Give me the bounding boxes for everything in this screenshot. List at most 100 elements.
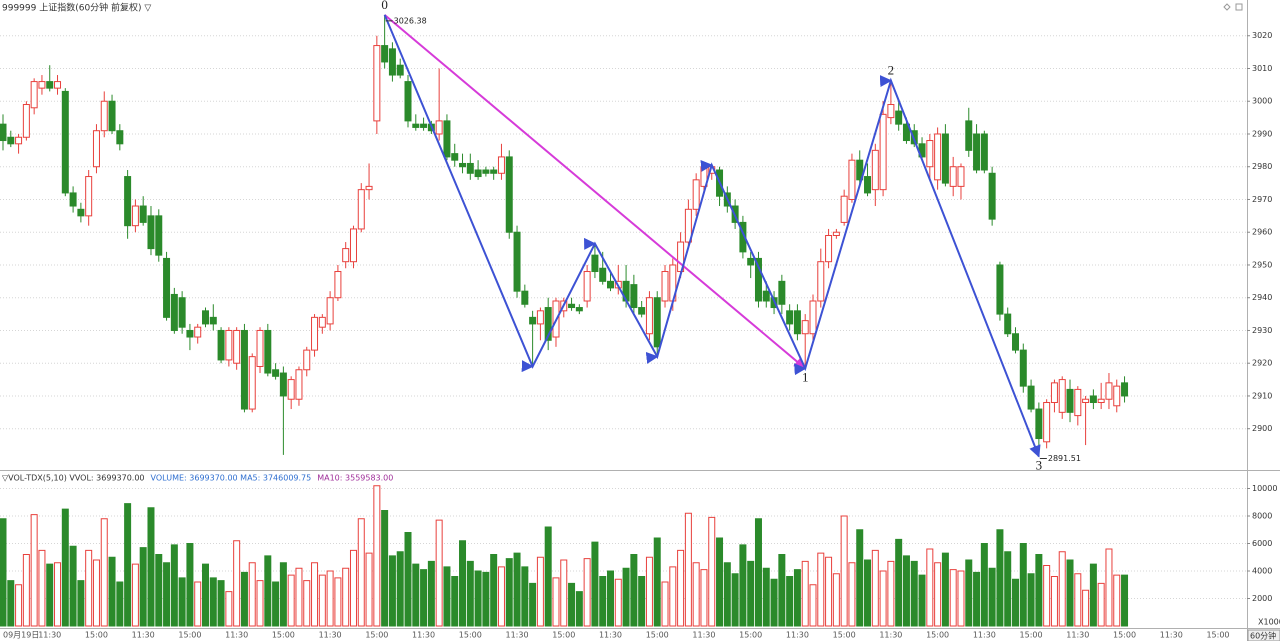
volume-bar [163, 562, 171, 627]
wave-label: 1 [802, 369, 809, 384]
volume-bar [217, 580, 225, 627]
candle-body [459, 162, 467, 168]
candle-body [747, 257, 755, 266]
candle-body [30, 81, 38, 109]
candle-body [607, 280, 614, 289]
candle-body [1043, 402, 1051, 443]
legend-entry: VOLUME: 3699370.00 MA5: 3746009.75 [151, 474, 312, 483]
volume-bar [973, 571, 981, 627]
volume-bar [825, 556, 833, 627]
candle-body [396, 64, 404, 76]
volume-bar [544, 526, 552, 627]
volume-bar [895, 538, 903, 627]
volume-bar [482, 571, 490, 627]
candle-body [778, 280, 786, 305]
candle-body [575, 307, 583, 312]
volume-bar [614, 578, 622, 627]
candle-body [404, 81, 412, 122]
volume-bar [926, 548, 934, 627]
candle-body [69, 192, 77, 207]
volume-bar [1097, 582, 1105, 627]
candle-body [451, 153, 459, 161]
volume-bar [404, 532, 412, 627]
x-tick-label: 11:30 [38, 631, 61, 640]
volume-bar [295, 567, 303, 627]
candle-body [505, 156, 513, 233]
volume-bar [505, 558, 513, 627]
volume-bar [1082, 589, 1090, 627]
legend-entry: MA10: 3559583.00 [317, 474, 393, 483]
volume-bar [388, 555, 396, 627]
volume-bar [1035, 554, 1043, 627]
volume-bar [840, 515, 848, 627]
volume-bar [918, 574, 926, 627]
candle-body [155, 215, 163, 256]
candle-body [801, 320, 809, 335]
volume-bar [443, 566, 451, 627]
volume-bar [669, 566, 677, 627]
volume-bar [560, 559, 568, 627]
candle-body [264, 329, 272, 374]
candle-body [583, 271, 591, 302]
volume-bar [692, 562, 700, 627]
y-tick-label: 2990 [1252, 129, 1272, 138]
x-tick-label: 15:00 [85, 631, 108, 640]
volume-bar [1019, 543, 1027, 627]
volume-bar [513, 552, 521, 627]
volume-bar [1121, 574, 1129, 627]
period-label[interactable]: 60分钟 [1250, 631, 1276, 641]
y-tick-label: 3020 [1252, 31, 1272, 40]
x-tick-label: 11:30 [692, 631, 715, 640]
candle-body [482, 169, 490, 174]
volume-bar [801, 560, 809, 627]
volume-bar [793, 569, 801, 627]
candle-body [840, 195, 848, 223]
x-tick-label: 15:00 [646, 631, 669, 640]
volume-bar [225, 591, 233, 627]
x-tick-label: 15:00 [272, 631, 295, 640]
volume-bar [303, 580, 311, 627]
candle-body [303, 349, 311, 371]
volume-bar [256, 580, 264, 627]
candle-body [46, 81, 54, 89]
unit-note: X1000 [1258, 618, 1280, 627]
volume-bar [233, 540, 241, 627]
volume-bar [583, 558, 591, 627]
volume-bar [170, 544, 178, 627]
volume-bar [155, 554, 163, 627]
x-tick-label: 11:30 [225, 631, 248, 640]
candle-body [85, 176, 93, 217]
candle-body [887, 104, 895, 119]
candle-body [0, 123, 7, 142]
volume-bar [739, 544, 747, 627]
volume-bar [279, 562, 287, 627]
period-box[interactable] [1247, 629, 1280, 641]
volume-bar [910, 560, 918, 627]
x-tick-label: 15:00 [552, 631, 575, 640]
candle-body [147, 215, 155, 250]
y-tick-label: 2950 [1252, 260, 1272, 269]
volume-bar [466, 560, 474, 627]
volume-bar [1089, 563, 1097, 627]
candle-body [357, 189, 365, 230]
candle-body [209, 316, 217, 325]
volume-bar [15, 584, 23, 627]
x-tick-label: 11:30 [973, 631, 996, 640]
volume-bar [871, 549, 879, 627]
volume-bar [832, 573, 840, 627]
candle-body [1097, 398, 1105, 404]
candle-body [513, 231, 521, 292]
candle-body [809, 300, 817, 335]
volume-bar [716, 537, 724, 627]
volume-bar [147, 507, 155, 627]
candle-body [1113, 385, 1121, 407]
volume-bar [1066, 559, 1074, 627]
volume-bar [677, 549, 685, 627]
candle-body [163, 257, 171, 318]
volume-bar [1050, 576, 1058, 627]
volume-bar [638, 576, 646, 627]
wave-label: 3 [1036, 457, 1043, 472]
candle-body [1089, 395, 1097, 404]
candle-body [926, 140, 934, 168]
chart-title: 999999 上证指数(60分钟 前复权) ▽ [2, 2, 151, 14]
